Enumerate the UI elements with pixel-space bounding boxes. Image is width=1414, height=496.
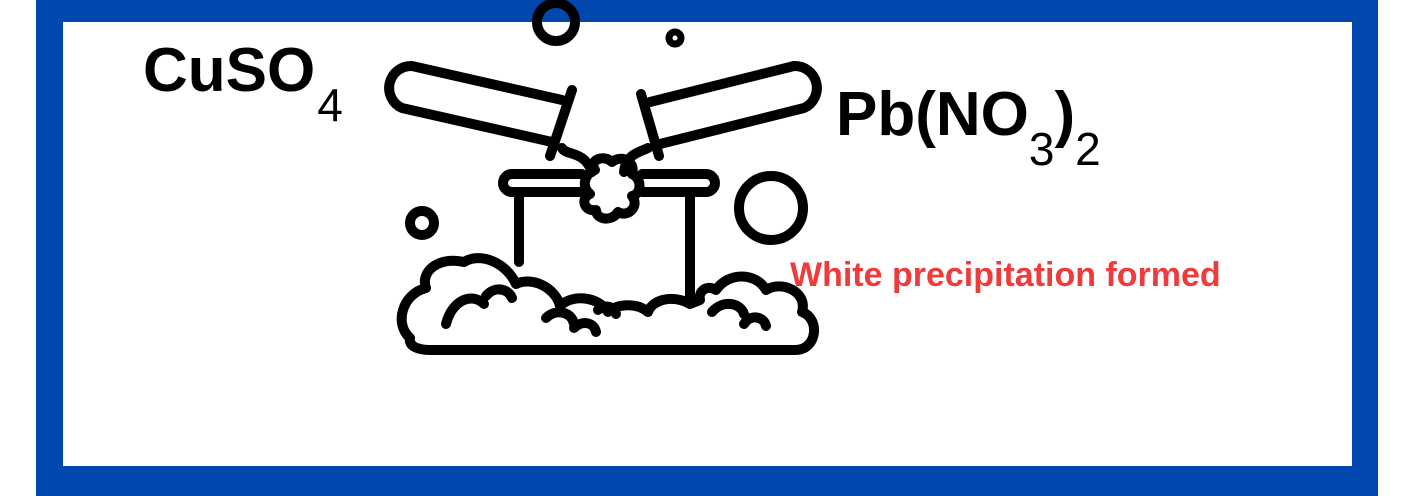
bubble-icon bbox=[665, 28, 685, 48]
reagent-right-formula: Pb(NO3)2 bbox=[836, 84, 1101, 173]
bubble-icon bbox=[734, 171, 808, 245]
bubble-icon bbox=[532, 0, 580, 46]
test-tube-icon-right bbox=[619, 61, 822, 177]
foam-icon bbox=[396, 253, 820, 355]
beaker-icon bbox=[498, 169, 720, 305]
reagent-left-subscript: 4 bbox=[317, 79, 343, 131]
test-tube-icon-left bbox=[384, 61, 597, 177]
reagent-right-outer-subscript: 2 bbox=[1075, 123, 1101, 175]
precipitate-caption: White precipitation formed bbox=[790, 256, 1221, 294]
splash-icon bbox=[579, 153, 645, 224]
reagent-right-main: Pb(NO bbox=[836, 80, 1029, 149]
reagent-left-main: CuSO bbox=[143, 36, 316, 105]
reagent-right-close-paren: ) bbox=[1054, 80, 1076, 149]
white-panel bbox=[63, 22, 1352, 466]
reagent-right-inner-subscript: 3 bbox=[1028, 123, 1055, 175]
reagent-left-formula: CuSO4 bbox=[143, 40, 343, 129]
bubble-icon bbox=[405, 206, 439, 240]
